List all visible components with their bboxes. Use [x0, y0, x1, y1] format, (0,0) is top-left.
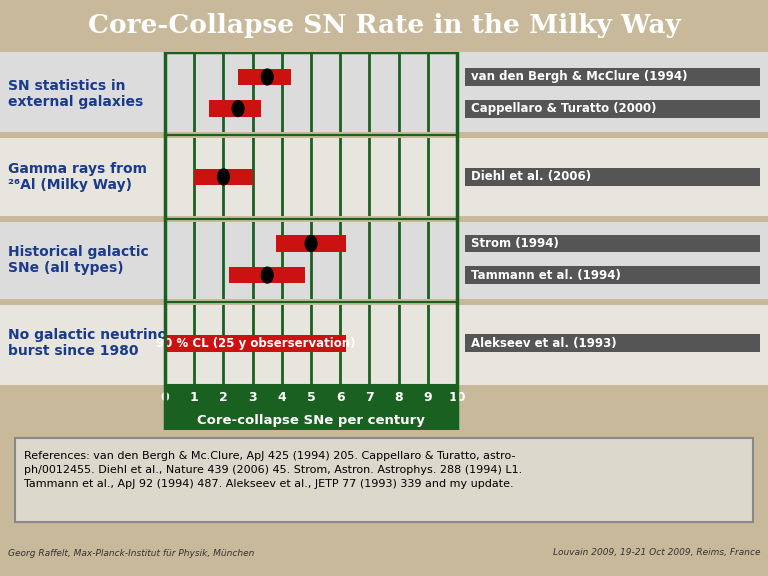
Bar	[465, 100, 760, 118]
Text: Strom (1994): Strom (1994)	[471, 237, 558, 250]
Text: Louvain 2009, 19-21 Oct 2009, Reims, France: Louvain 2009, 19-21 Oct 2009, Reims, Fra…	[553, 548, 760, 558]
Bar	[465, 335, 760, 353]
Text: Tammann et al. (1994): Tammann et al. (1994)	[471, 268, 621, 282]
Ellipse shape	[305, 236, 317, 251]
Text: 4: 4	[277, 391, 286, 404]
Bar	[0, 218, 768, 302]
Text: No galactic neutrino
burst since 1980: No galactic neutrino burst since 1980	[8, 328, 167, 358]
Bar	[165, 335, 346, 352]
Bar	[276, 235, 346, 252]
Ellipse shape	[261, 267, 273, 283]
Text: Georg Raffelt, Max-Planck-Institut für Physik, München: Georg Raffelt, Max-Planck-Institut für P…	[8, 548, 254, 558]
Bar	[0, 135, 768, 218]
Text: SN statistics in
external galaxies: SN statistics in external galaxies	[8, 78, 143, 109]
Text: Gamma rays from
²⁶Al (Milky Way): Gamma rays from ²⁶Al (Milky Way)	[8, 162, 147, 192]
Text: 8: 8	[394, 391, 403, 404]
Bar	[194, 169, 253, 185]
Text: References: van den Bergh & Mc.Clure, ApJ 425 (1994) 205. Cappellaro & Turatto, : References: van den Bergh & Mc.Clure, Ap…	[25, 450, 522, 488]
Bar	[0, 299, 768, 305]
Text: 2: 2	[219, 391, 228, 404]
Text: Cappellaro & Turatto (2000): Cappellaro & Turatto (2000)	[471, 102, 657, 115]
Bar	[465, 168, 760, 186]
Text: Historical galactic
SNe (all types): Historical galactic SNe (all types)	[8, 245, 148, 275]
Bar	[0, 302, 768, 385]
Text: Core-Collapse SN Rate in the Milky Way: Core-Collapse SN Rate in the Milky Way	[88, 13, 680, 37]
Text: 0: 0	[161, 391, 170, 404]
Text: 9: 9	[423, 391, 432, 404]
Ellipse shape	[232, 101, 244, 116]
Text: 90 % CL (25 y obserservation): 90 % CL (25 y obserservation)	[156, 337, 356, 350]
Bar	[165, 385, 457, 430]
Text: 3: 3	[248, 391, 257, 404]
Bar	[165, 52, 457, 430]
Ellipse shape	[261, 69, 273, 85]
Bar	[465, 68, 760, 86]
Text: 1: 1	[190, 391, 199, 404]
Text: 5: 5	[306, 391, 316, 404]
Text: Core-collapse SNe per century: Core-collapse SNe per century	[197, 414, 425, 427]
Bar	[238, 69, 290, 85]
Text: 10: 10	[449, 391, 465, 404]
Bar	[209, 100, 261, 117]
Bar	[0, 132, 768, 138]
Text: van den Bergh & McClure (1994): van den Bergh & McClure (1994)	[471, 70, 687, 84]
Text: Alekseev et al. (1993): Alekseev et al. (1993)	[471, 337, 617, 350]
Bar	[0, 215, 768, 222]
Bar	[465, 234, 760, 252]
Bar	[0, 52, 768, 135]
Text: 7: 7	[365, 391, 374, 404]
Bar	[230, 267, 305, 283]
Text: Diehl et al. (2006): Diehl et al. (2006)	[471, 170, 591, 183]
Text: 6: 6	[336, 391, 345, 404]
Ellipse shape	[217, 169, 230, 185]
Bar	[465, 266, 760, 284]
